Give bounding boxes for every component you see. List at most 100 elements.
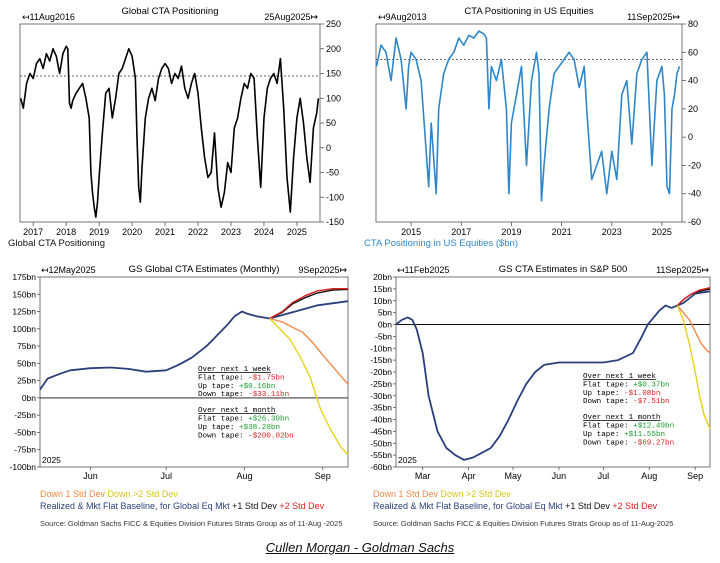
x-tick-label: Aug — [236, 471, 252, 481]
legend-entry: +1 Std Dev — [232, 501, 280, 511]
legend-entry: +1 Std Dev — [565, 501, 613, 511]
annotation-month-row: Down tape: -$200.02bn — [198, 432, 294, 440]
y-tick-label: 15bn — [373, 284, 392, 294]
series-line--2-std-dev — [676, 287, 711, 307]
annotation-week-row: Up tape: +$0.16bn — [198, 383, 275, 391]
x-tick-label: Jun — [552, 471, 567, 481]
legend-entry: +2 Std Dev — [612, 501, 658, 511]
x-tick-label: 2017 — [451, 227, 471, 237]
series-line-down-2-std-dev — [676, 305, 711, 430]
y-tick-label: 80 — [688, 19, 698, 29]
end-date-label: 11Sep2025↦ — [627, 12, 680, 22]
annotation-row-value: -$7.51bn — [633, 398, 669, 406]
y-tick-label: -75bn — [14, 445, 36, 455]
x-tick-label: 2017 — [23, 227, 43, 237]
annotation-row-value: +$0.16bn — [239, 383, 275, 391]
y-tick-label: -100bn — [10, 462, 37, 472]
legend-entry: +2 Std Dev — [279, 501, 325, 511]
x-tick-label: 2021 — [552, 227, 572, 237]
annotation-week-row: Flat tape: -$1.75bn — [198, 374, 285, 382]
annotation-row-value: -$1.75bn — [248, 374, 284, 382]
x-tick-label: 2024 — [254, 227, 274, 237]
x-tick-label: 2022 — [188, 227, 208, 237]
y-tick-label: 100 — [326, 93, 341, 103]
year-corner-label: 2025 — [398, 455, 417, 465]
y-tick-label: -25bn — [370, 379, 392, 389]
y-tick-label: -40bn — [370, 415, 392, 425]
x-tick-label: Sep — [687, 471, 703, 481]
x-tick-label: Jun — [83, 471, 98, 481]
y-tick-label: 0 — [326, 143, 331, 153]
y-tick-label: 40 — [688, 76, 698, 86]
source-note-sp500: Source: Goldman Sachs FICC & Equities Di… — [373, 519, 674, 528]
y-tick-label: -25bn — [14, 410, 36, 420]
x-tick-label: Sep — [315, 471, 331, 481]
legend-global-cta: Down 1 Std Dev Down >2 Std Dev Realized … — [40, 488, 324, 512]
annotation-row-label: Flat tape: — [583, 381, 633, 389]
legend-line-2: Realized & Mkt Flat Baseline, for Global… — [40, 500, 324, 512]
end-date-label: 11Sep2025↦ — [656, 265, 709, 275]
x-tick-label: 2025 — [287, 227, 307, 237]
y-tick-label: 150bn — [12, 289, 36, 299]
annotation-row-value: +$11.55bn — [624, 431, 665, 439]
legend-line-1: Down 1 Std Dev Down >2 Std Dev — [40, 488, 324, 500]
y-tick-label: -20bn — [370, 367, 392, 377]
end-date-label: 25Aug2025↦ — [264, 12, 318, 22]
annotation-row-label: Up tape: — [198, 383, 239, 391]
series-line-realized-mkt-flat-baseline — [39, 300, 349, 391]
annotation-row-label: Up tape: — [583, 390, 624, 398]
plot-frame — [375, 23, 683, 223]
y-tick-label: 0bn — [378, 320, 392, 330]
annotation-week-row: Down tape: -$33.11bn — [198, 391, 289, 399]
x-tick-label: Jul — [598, 471, 610, 481]
chart-gs-global-cta-monthly: GS Global CTA Estimates (Monthly) ↤12May2… — [10, 264, 349, 481]
y-tick-label: 20 — [688, 104, 698, 114]
y-tick-label: -35bn — [370, 403, 392, 413]
legend-entry: Down >2 Std Dev — [107, 489, 178, 499]
x-tick-label: 2020 — [122, 227, 142, 237]
chart-cta-us-equities: CTA Positioning in US Equities ↤9Aug2013 1… — [364, 6, 701, 249]
y-tick-label: 25bn — [17, 376, 36, 386]
annotation-week-row: Flat tape: +$0.37bn — [583, 381, 670, 389]
annotation-month-header: Over next 1 month — [583, 414, 660, 422]
annotation-month-row: Down tape: -$69.27bn — [583, 439, 674, 447]
y-tick-label: 175bn — [12, 272, 36, 282]
y-tick-label: -60bn — [370, 462, 392, 472]
y-tick-label: 125bn — [12, 307, 36, 317]
x-tick-label: 2023 — [602, 227, 622, 237]
legend-entry: Realized & Mkt Flat Baseline, for Global… — [373, 501, 566, 511]
annotation-row-label: Flat tape: — [583, 423, 633, 431]
year-corner-label: 2025 — [42, 455, 61, 465]
y-tick-label: -20 — [688, 160, 701, 170]
annotation-row-label: Down tape: — [583, 439, 633, 447]
credit-caption: Cullen Morgan - Goldman Sachs — [265, 540, 455, 555]
chart-title: Global CTA Positioning — [122, 6, 219, 17]
annotation-week-row: Up tape: -$1.08bn — [583, 390, 660, 398]
y-tick-label: -10bn — [370, 343, 392, 353]
annotation-row-value: -$200.02bn — [248, 432, 294, 440]
y-tick-label: 250 — [326, 19, 341, 29]
annotation-month-header: Over next 1 month — [198, 407, 275, 415]
annotation-month-row: Up tape: +$11.55bn — [583, 431, 665, 439]
legend-entry: Down >2 Std Dev — [440, 489, 511, 499]
chart-global-cta-positioning: Global CTA Positioning ↤11Aug2016 25Aug202… — [8, 6, 344, 249]
annotation-week-header: Over next 1 week — [583, 373, 656, 381]
x-tick-label: 2019 — [501, 227, 521, 237]
annotation-week-row: Down tape: -$7.51bn — [583, 398, 670, 406]
footer-series-label: CTA Positioning in US Equities ($bn) — [364, 238, 518, 249]
x-tick-label: Mar — [415, 471, 431, 481]
annotation-row-value: +$38.20bn — [239, 424, 280, 432]
y-tick-label: -50bn — [370, 438, 392, 448]
chart-title: GS Global CTA Estimates (Monthly) — [129, 264, 280, 275]
annotation-row-value: -$1.08bn — [624, 390, 660, 398]
y-tick-label: 10bn — [373, 296, 392, 306]
y-tick-label: 50bn — [17, 358, 36, 368]
x-tick-label: 2018 — [56, 227, 76, 237]
y-tick-label: 50 — [326, 118, 336, 128]
annotation-month-row: Flat tape: +$26.30bn — [198, 416, 289, 424]
start-date-label: ↤11Feb2025 — [397, 265, 449, 275]
y-tick-label: 60 — [688, 47, 698, 57]
annotation-week-header: Over next 1 week — [198, 366, 271, 374]
x-tick-label: Jul — [160, 471, 172, 481]
x-tick-label: 2019 — [89, 227, 109, 237]
